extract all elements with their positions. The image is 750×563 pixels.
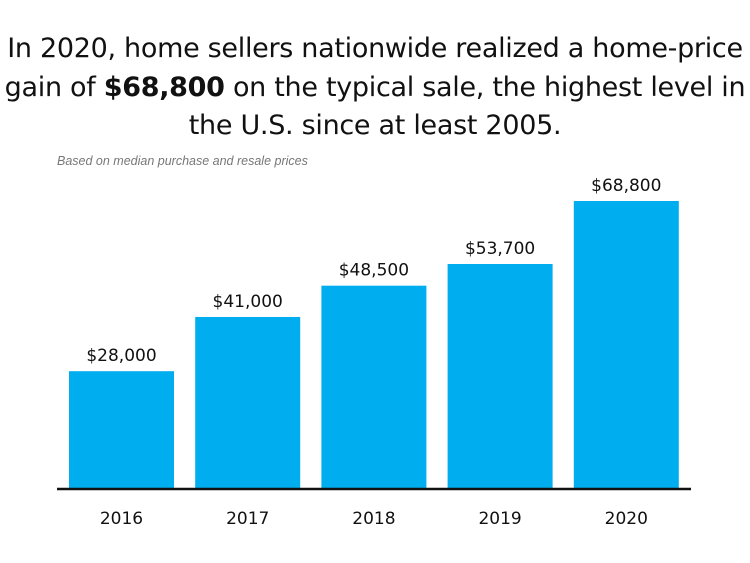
- bar-2016: [69, 371, 174, 488]
- x-tick-label: 2020: [605, 509, 648, 529]
- x-tick-label: 2018: [352, 509, 395, 529]
- title-highlight: $68,800: [103, 71, 225, 103]
- chart-title: In 2020, home sellers nationwide realize…: [0, 30, 750, 146]
- chart-subtitle: Based on median purchase and resale pric…: [57, 154, 308, 168]
- bar-2017: [195, 316, 301, 488]
- bar-2020: [573, 201, 679, 488]
- data-label: $41,000: [213, 292, 283, 312]
- x-tick-label: 2017: [226, 509, 269, 529]
- data-label: $53,700: [465, 239, 535, 259]
- title-part: In 2020, home sellers nationwide realize…: [4, 33, 743, 103]
- data-label: $68,800: [591, 176, 661, 196]
- bar-2018: [321, 285, 427, 488]
- x-tick-label: 2019: [478, 509, 521, 529]
- bar-2019: [447, 263, 553, 488]
- title-part: on the typical sale, the highest level i…: [188, 71, 746, 142]
- x-tick-label: 2016: [100, 509, 143, 529]
- data-label: $48,500: [339, 261, 409, 281]
- data-label: $28,000: [86, 346, 156, 366]
